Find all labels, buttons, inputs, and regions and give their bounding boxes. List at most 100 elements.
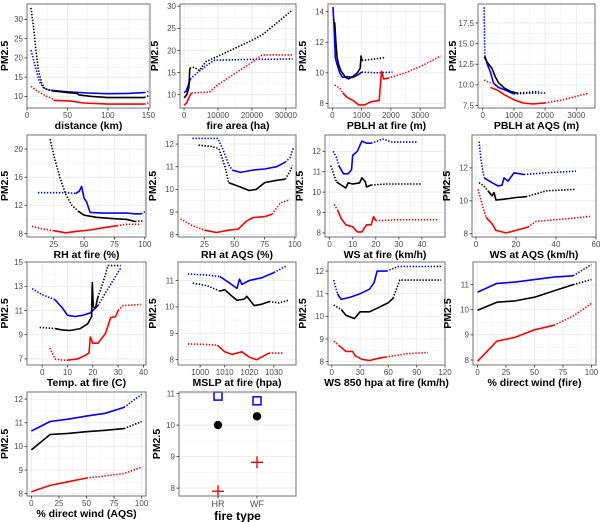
x-axis-title: WS 850 hpa at fire (km/h): [324, 377, 449, 389]
series-blue: [37, 185, 146, 215]
line-segment-solid: [204, 213, 273, 234]
line-segment-solid: [75, 185, 142, 215]
gridlines: [27, 135, 146, 237]
line-segment-dotted: [135, 220, 144, 223]
line-segment-dotted: [273, 265, 287, 274]
line-segment-solid: [54, 281, 99, 332]
y-tick-label: 12: [315, 38, 324, 47]
series-black: [198, 144, 294, 192]
x-tick-label: 75: [260, 240, 269, 249]
line-segment-dotted: [375, 218, 439, 222]
line-segment-solid: [228, 178, 286, 192]
line-segment-solid: [31, 477, 87, 493]
gridlines: [178, 262, 296, 365]
y-axis-title: PM2.5: [447, 41, 459, 72]
y-axis: 7 9 11 13 15: [14, 258, 27, 364]
x-tick-label: 60: [592, 240, 600, 249]
x-tick-label: 10: [348, 240, 357, 249]
x-tick-label: 40: [139, 368, 148, 377]
panel-temp_fire: 7 9 11 13 15 0 10 20 30 40 Temp. at fire (C) PM2.5: [0, 258, 148, 389]
y-tick-label: 9: [317, 208, 322, 217]
x-tick-label: 20: [512, 240, 521, 249]
x-axis-title: fire type: [214, 509, 261, 522]
line-segment-solid: [54, 299, 99, 318]
y-tick-label: 15: [14, 258, 23, 267]
line-segment-solid: [336, 210, 377, 233]
y-tick-label: 8: [320, 357, 325, 366]
line-segment-dotted: [187, 273, 220, 278]
x-tick-label: 100: [585, 368, 599, 377]
y-tick-label: 13: [14, 282, 23, 291]
x-axis: HR WF: [212, 496, 264, 509]
x-tick-label: WF: [250, 499, 264, 509]
x-tick-label: 150: [142, 111, 156, 120]
line-segment-dotted: [191, 54, 293, 94]
line-segment-dotted: [333, 204, 339, 211]
line-segment-dotted: [332, 19, 336, 23]
x-tick-label: 50: [63, 111, 72, 120]
x-axis-title: WS at AQS (km/h): [490, 249, 579, 261]
series-red: [333, 204, 439, 233]
x-tick-label: 1000: [353, 111, 371, 120]
x-tick-label: 2000: [536, 111, 554, 120]
line-segment-solid: [340, 297, 394, 320]
y-axis: 10 15 20 25 30: [167, 2, 180, 100]
y-tick-label: 9: [170, 329, 175, 338]
x-tick-label: 75: [559, 368, 568, 377]
y-axis-title: PM2.5: [0, 429, 11, 460]
y-tick-label: 10: [165, 185, 174, 194]
y-tick-label: 12: [14, 201, 23, 210]
line-segment-dotted: [284, 165, 294, 180]
series-red: [30, 85, 149, 105]
line-segment-dotted: [49, 139, 79, 212]
line-segment-solid: [477, 275, 574, 293]
x-axis-title: RH at fire (%): [54, 249, 120, 261]
x-axis: 0 1000 2000 3000: [480, 108, 586, 120]
line-segment-dotted: [387, 55, 441, 79]
y-tick-label: 8: [19, 489, 24, 498]
y-tick-label: 8: [19, 229, 24, 238]
series-red: [333, 340, 429, 362]
series-red: [483, 79, 590, 105]
x-axis: 1000 1010 1020 1030: [191, 365, 283, 377]
y-tick-label: 12: [312, 147, 321, 156]
line-segment-dotted: [371, 183, 422, 186]
line-segment-dotted: [198, 144, 230, 183]
line-segment-dotted: [525, 188, 577, 198]
y-axis-title: PM2.5: [147, 298, 159, 329]
line-segment-solid: [484, 55, 515, 95]
plot-background: [27, 135, 146, 237]
x-tick-label: 1000: [191, 368, 209, 377]
line-segment-dotted: [39, 326, 55, 330]
y-axis: 8 9 10 11 12: [14, 395, 27, 498]
series-black: [49, 139, 144, 223]
panel-border: [26, 261, 147, 366]
x-tick-label: HR: [212, 499, 225, 509]
gridlines: [178, 135, 296, 237]
x-tick-label: 3000: [411, 111, 429, 120]
series-blue: [192, 137, 295, 174]
line-segment-solid: [485, 216, 529, 234]
line-segment-dotted: [284, 147, 295, 163]
marker-circle: [252, 412, 262, 421]
line-segment-solid: [77, 210, 136, 223]
x-axis: 0 30 60 90 120: [330, 365, 452, 377]
line-segment-dotted: [49, 347, 68, 361]
x-axis-title: % direct wind (AQS): [36, 508, 136, 520]
series-black: [330, 165, 422, 189]
x-tick-label: 100: [288, 240, 302, 249]
line-segment-dotted: [385, 351, 429, 358]
panel-rh_aqs: 8 9 10 11 12 25 50 75 100 RH at AQS (%) PM2.5: [147, 134, 302, 261]
x-tick-label: 0: [25, 111, 30, 120]
x-tick-label: 50: [82, 499, 91, 508]
x-tick-label: 100: [101, 111, 115, 120]
x-tick-label: 40: [552, 240, 561, 249]
plot-background: [328, 4, 445, 108]
y-tick-label: 10: [14, 92, 23, 101]
line-segment-dotted: [31, 225, 54, 232]
y-axis: 7.5 10.0 12.5 15.0 17.5: [458, 19, 478, 110]
x-tick-label: 0: [29, 499, 34, 508]
y-axis-title: PM2.5: [297, 41, 309, 72]
